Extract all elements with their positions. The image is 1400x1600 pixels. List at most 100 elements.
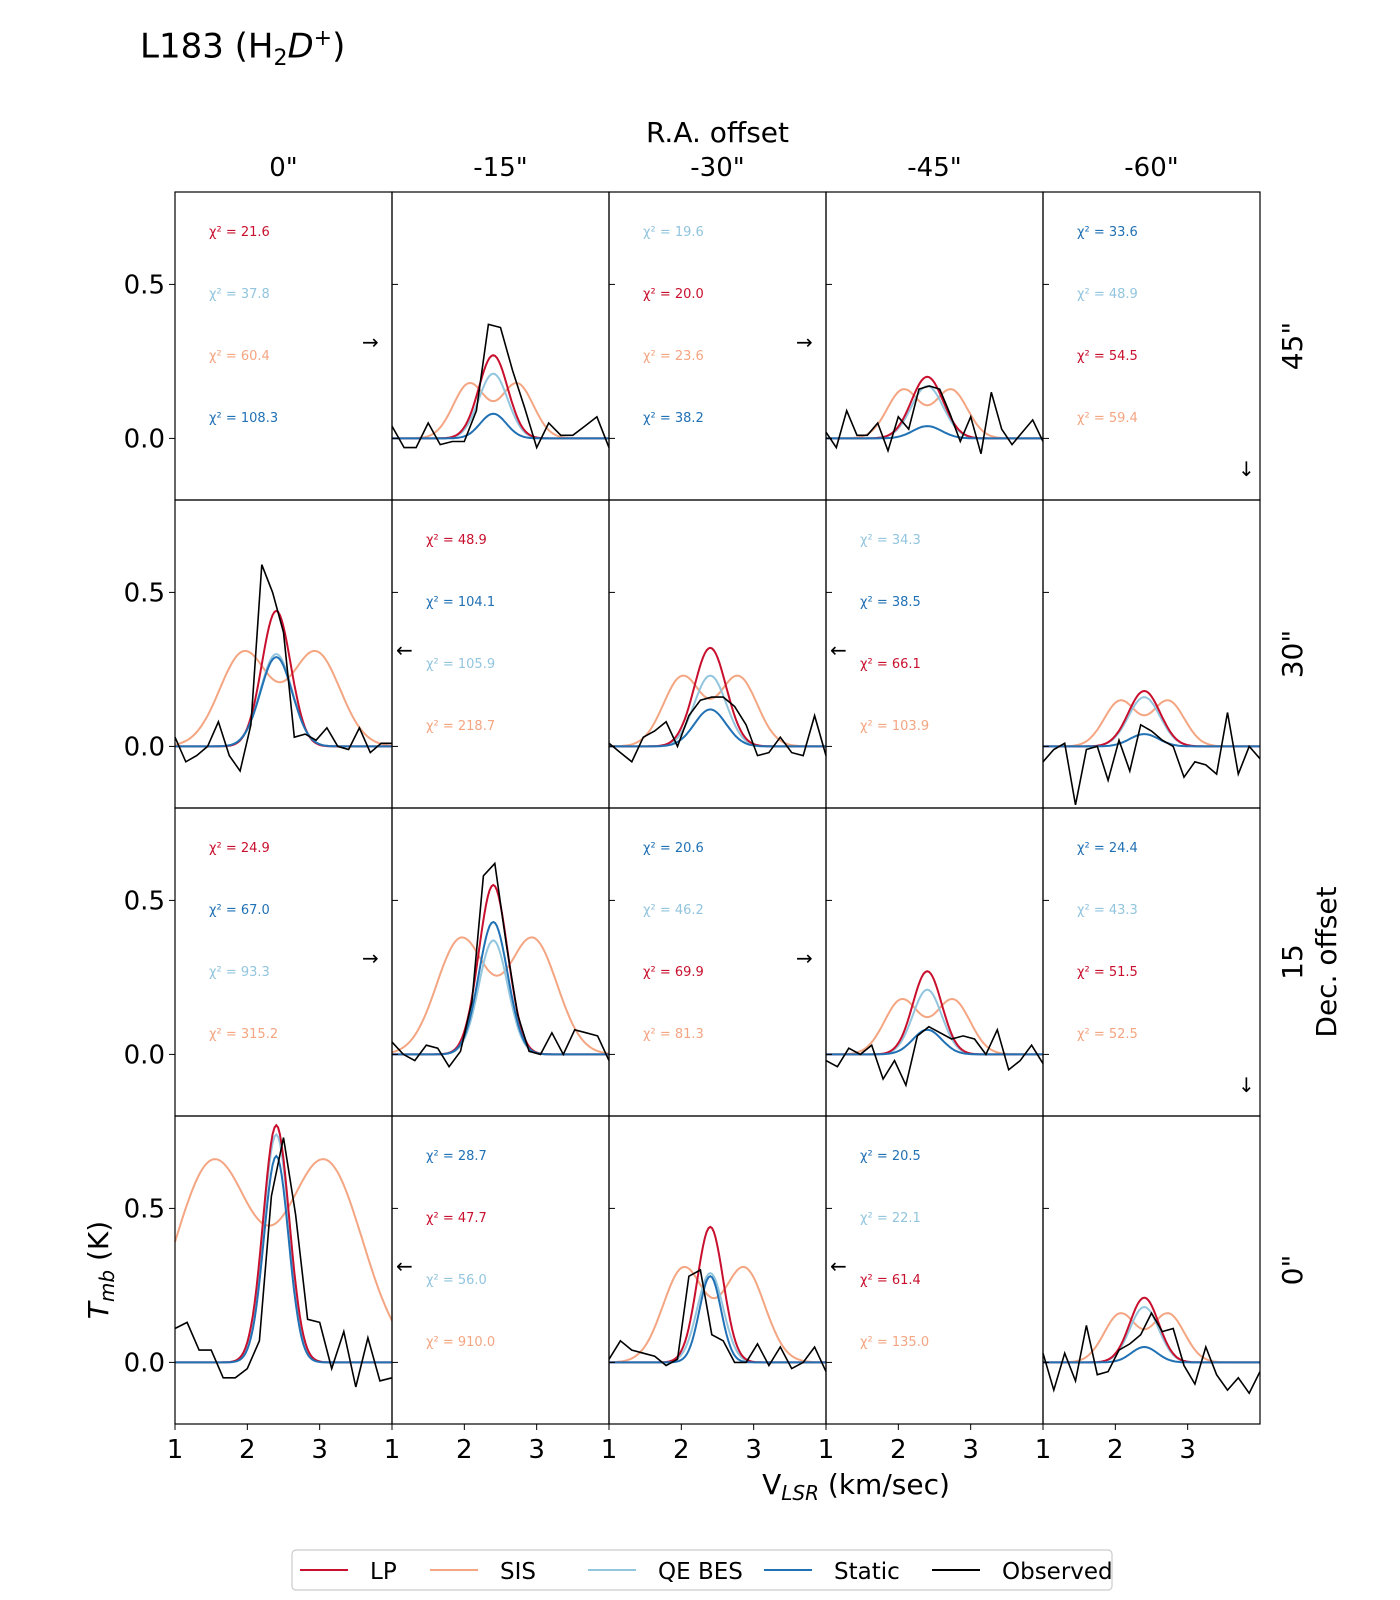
panel-frame bbox=[391, 191, 610, 501]
fit-line-sis bbox=[1043, 699, 1260, 748]
row-label: 0" bbox=[1276, 1255, 1309, 1286]
fit-line-static bbox=[1043, 733, 1260, 748]
fit-line-static bbox=[175, 1154, 392, 1364]
legend-frame bbox=[291, 1549, 1113, 1591]
panel-frame bbox=[825, 191, 1044, 501]
legend-label: Observed bbox=[1002, 1559, 1113, 1585]
panel-0-2: χ² = 19.6 χ² = 20.0 χ² = 23.6 χ² = 38.2 → bbox=[643, 225, 813, 426]
panel-3-1: χ² = 28.7 χ² = 47.7 χ² = 56.0 χ² = 910.0 ← bbox=[396, 1149, 495, 1350]
panel-frame bbox=[608, 191, 827, 501]
chi-square-label: χ² = 54.5 bbox=[1077, 349, 1138, 364]
x-tick-label: 3 bbox=[962, 1435, 979, 1465]
x-tick-label: 3 bbox=[1179, 1435, 1196, 1465]
fit-line-qe-bes bbox=[392, 939, 609, 1056]
panel-frame bbox=[608, 499, 827, 809]
y-tick-label: 0.5 bbox=[124, 886, 165, 916]
panel-1-4 bbox=[1042, 689, 1261, 806]
panel-frame bbox=[1042, 499, 1261, 809]
fit-line-lp bbox=[1043, 689, 1260, 748]
fit-line-lp bbox=[175, 1123, 392, 1364]
panel-frame bbox=[1042, 807, 1261, 1117]
chi-square-label: χ² = 37.8 bbox=[209, 287, 270, 302]
fit-line-qe-bes bbox=[1043, 1305, 1260, 1364]
direction-arrow-icon: ↓ bbox=[1238, 1073, 1255, 1097]
x-tick-label: 1 bbox=[1035, 1435, 1052, 1465]
chi-square-label: χ² = 20.6 bbox=[643, 841, 704, 856]
fit-line-lp bbox=[392, 883, 609, 1056]
y-tick-label: 0.5 bbox=[124, 270, 165, 300]
chi-square-label: χ² = 135.0 bbox=[860, 1335, 929, 1350]
chi-square-label: χ² = 21.6 bbox=[209, 225, 270, 240]
legend-label: LP bbox=[370, 1559, 397, 1585]
panel-frame bbox=[391, 499, 610, 809]
x-axis-label: VLSR (km/sec) bbox=[762, 1468, 950, 1505]
panel-3-4 bbox=[1042, 1296, 1261, 1395]
column-label: -45" bbox=[907, 153, 961, 183]
observed-line bbox=[174, 564, 392, 773]
panel-frame bbox=[1042, 191, 1261, 501]
chi-square-label: χ² = 24.9 bbox=[209, 841, 270, 856]
observed-line bbox=[825, 385, 1044, 455]
fit-line-sis bbox=[826, 388, 1043, 440]
chi-square-label: χ² = 315.2 bbox=[209, 1027, 278, 1042]
chi-square-label: χ² = 66.1 bbox=[860, 657, 921, 672]
row-label: 30" bbox=[1276, 630, 1309, 679]
panel-0-1 bbox=[391, 323, 610, 450]
chi-square-label: χ² = 22.1 bbox=[860, 1211, 921, 1226]
x-tick-label: 2 bbox=[239, 1435, 256, 1465]
x-axis-label-sub: LSR bbox=[781, 1481, 819, 1505]
x-tick-label: 2 bbox=[673, 1435, 690, 1465]
fit-line-static bbox=[826, 1028, 1043, 1056]
panel-3-0 bbox=[174, 1123, 393, 1388]
chi-square-label: χ² = 52.5 bbox=[1077, 1027, 1138, 1042]
direction-arrow-icon: → bbox=[362, 330, 379, 354]
panel-3-2 bbox=[608, 1225, 827, 1372]
direction-arrow-icon: ← bbox=[830, 638, 847, 662]
panel-3-3: χ² = 20.5 χ² = 22.1 χ² = 61.4 χ² = 135.0 ← bbox=[830, 1149, 929, 1350]
chi-square-label: χ² = 47.7 bbox=[426, 1211, 487, 1226]
chi-square-label: χ² = 103.9 bbox=[860, 719, 929, 734]
panel-0-0: χ² = 21.6 χ² = 37.8 χ² = 60.4 χ² = 108.3 → bbox=[209, 225, 379, 426]
x-tick-label: 2 bbox=[1107, 1435, 1124, 1465]
chi-square-label: χ² = 105.9 bbox=[426, 657, 495, 672]
y-axis-label-sub: mb bbox=[95, 1270, 119, 1302]
panel-frame bbox=[825, 1115, 1044, 1425]
fit-line-static bbox=[609, 708, 826, 748]
row-label: 15 bbox=[1276, 944, 1309, 980]
fit-line-sis bbox=[608, 1265, 826, 1364]
fit-line-sis bbox=[174, 1158, 393, 1322]
observed-line bbox=[825, 1025, 1044, 1088]
panel-1-1: χ² = 48.9 χ² = 104.1 χ² = 105.9 χ² = 218.7 ← bbox=[396, 533, 495, 734]
column-label: -15" bbox=[473, 153, 527, 183]
chi-square-label: χ² = 46.2 bbox=[643, 903, 704, 918]
panel-2-0: χ² = 24.9 χ² = 67.0 χ² = 93.3 χ² = 315.2 → bbox=[209, 841, 379, 1042]
chi-square-label: χ² = 218.7 bbox=[426, 719, 495, 734]
y-axis-label-main: T bbox=[82, 1300, 115, 1319]
x-tick-label: 1 bbox=[601, 1435, 618, 1465]
chi-square-label: χ² = 19.6 bbox=[643, 225, 704, 240]
y-tick-label: 0.0 bbox=[124, 1040, 165, 1070]
fit-line-qe-bes bbox=[826, 384, 1043, 440]
x-tick-label: 1 bbox=[167, 1435, 184, 1465]
panel-frame bbox=[825, 807, 1044, 1117]
figure-title: L183 (H2D+) bbox=[140, 26, 346, 72]
chi-square-label: χ² = 43.3 bbox=[1077, 903, 1138, 918]
row-label: 45" bbox=[1276, 322, 1309, 371]
dec-offset-title: Dec. offset bbox=[1310, 886, 1343, 1037]
direction-arrow-icon: → bbox=[362, 946, 379, 970]
fit-line-static bbox=[1043, 1345, 1260, 1364]
fit-line-qe-bes bbox=[1043, 696, 1260, 748]
x-axis-label-unit: (km/sec) bbox=[819, 1468, 950, 1501]
direction-arrow-icon: ← bbox=[396, 638, 413, 662]
x-tick-label: 3 bbox=[311, 1435, 328, 1465]
panel-frame bbox=[608, 1115, 827, 1425]
ra-offset-title: R.A. offset bbox=[646, 116, 789, 149]
panel-frame bbox=[174, 191, 393, 501]
x-tick-label: 1 bbox=[384, 1435, 401, 1465]
chi-square-label: χ² = 81.3 bbox=[643, 1027, 704, 1042]
panel-frame bbox=[391, 807, 610, 1117]
fit-line-sis bbox=[391, 936, 610, 1055]
panel-1-0 bbox=[174, 564, 393, 773]
x-axis-label-main: V bbox=[762, 1468, 781, 1501]
chi-square-label: χ² = 34.3 bbox=[860, 533, 921, 548]
